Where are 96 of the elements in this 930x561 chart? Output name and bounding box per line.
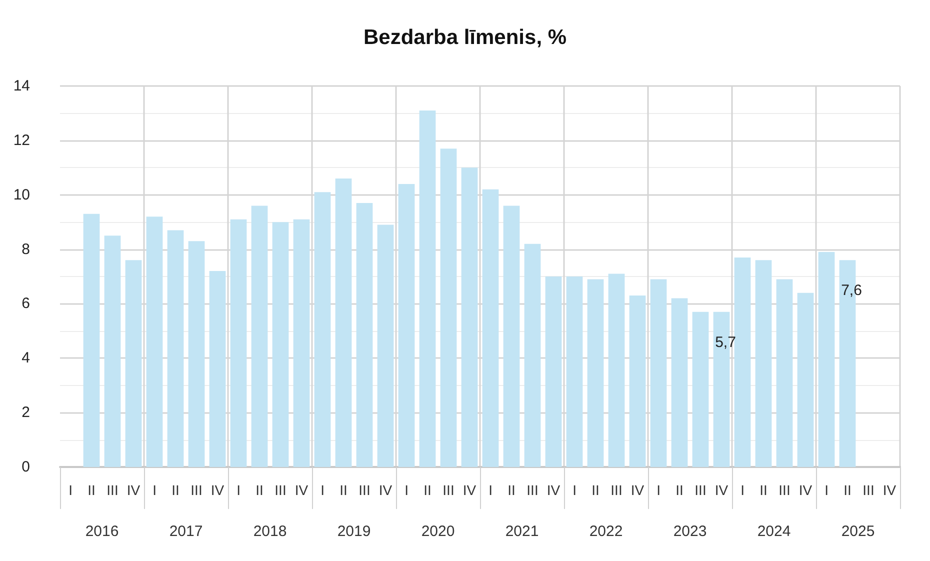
x-tick-label: III [106,482,118,498]
bar [482,189,499,467]
bar [818,252,835,467]
x-tick-label: IV [546,482,561,498]
bar [167,230,184,467]
y-tick-label: 6 [22,295,30,312]
x-tick-label: I [236,482,240,498]
bar [356,203,373,467]
y-tick-label: 12 [13,132,30,149]
x-tick-label: IV [462,482,477,498]
x-tick-label: II [172,482,180,498]
x-tick-label: III [442,482,454,498]
x-tick-label: IV [714,482,729,498]
x-tick-label: II [256,482,264,498]
x-tick-label: III [526,482,538,498]
x-tick-label: I [572,482,576,498]
x-tick-label: I [656,482,660,498]
bar [776,279,793,467]
bar [503,206,520,467]
x-tick-label: II [424,482,432,498]
bar [755,260,772,467]
bar [524,244,541,467]
bar [545,276,562,467]
bar [650,279,667,467]
x-tick-label: III [358,482,370,498]
y-tick-label: 14 [13,78,30,94]
data-label: 7,6 [841,282,862,300]
bar [461,168,478,467]
bar [83,214,100,467]
chart-title: Bezdarba līmenis, % [363,26,567,49]
bar [146,216,163,467]
x-tick-label: III [778,482,790,498]
x-tick-label: II [508,482,516,498]
text: 2021 [505,523,539,540]
bar [398,184,415,467]
bar [797,292,814,467]
y-tick-label: 2 [22,404,30,422]
bar [335,178,352,467]
text: 2022 [589,523,623,540]
y-tick-label: 10 [13,186,30,204]
bar [419,110,436,467]
bar [272,222,289,467]
x-tick-label: IV [378,482,393,498]
bar [587,279,604,467]
x-tick-label: II [340,482,348,498]
bar [251,206,268,467]
data-label: 5,7 [715,334,736,351]
bar [440,148,457,467]
y-tick-label: 8 [22,240,30,258]
x-tick-label: IV [630,482,645,498]
bar [608,274,625,467]
text: 2019 [337,523,371,540]
x-tick-label: III [274,482,286,498]
text: 2016 [85,523,119,540]
x-tick-label: IV [126,482,141,498]
bar [293,219,310,467]
x-tick-label: III [610,482,622,498]
x-tick-label: I [740,482,744,498]
text: 2017 [169,523,203,540]
bar [566,276,583,467]
bar [734,257,751,467]
x-tick-label: I [320,482,324,498]
x-tick-label: IV [798,482,813,498]
y-tick-label: 4 [22,350,30,367]
text: 2020 [421,523,455,540]
x-tick-label: IV [210,482,225,498]
x-tick-label: III [190,482,202,498]
text: 2023 [673,523,707,540]
x-tick-label: II [88,482,96,498]
x-tick-label: IV [294,482,309,498]
x-tick-label: III [694,482,706,498]
bar [209,271,226,467]
bar [692,312,709,467]
text: 2024 [757,523,791,540]
x-tick-label: I [404,482,408,498]
x-tick-label: II [676,482,684,498]
text: 2018 [253,523,287,540]
y-tick-label: 0 [22,458,30,476]
x-tick-label: II [592,482,600,498]
bar [230,219,247,467]
x-tick-label: I [152,482,156,498]
x-tick-label: IV [882,482,897,498]
bar [188,241,205,467]
x-tick-label: I [488,482,492,498]
bar [629,296,646,467]
bar [377,224,394,467]
x-tick-label: I [824,482,828,498]
bar [671,298,688,467]
x-tick-label: III [862,482,874,498]
bar [314,192,331,467]
x-tick-label: I [68,482,72,498]
bar [125,260,142,467]
text: 2025 [841,523,875,540]
bar [104,236,121,467]
x-tick-label: II [760,482,768,498]
x-tick-label: II [844,482,852,498]
